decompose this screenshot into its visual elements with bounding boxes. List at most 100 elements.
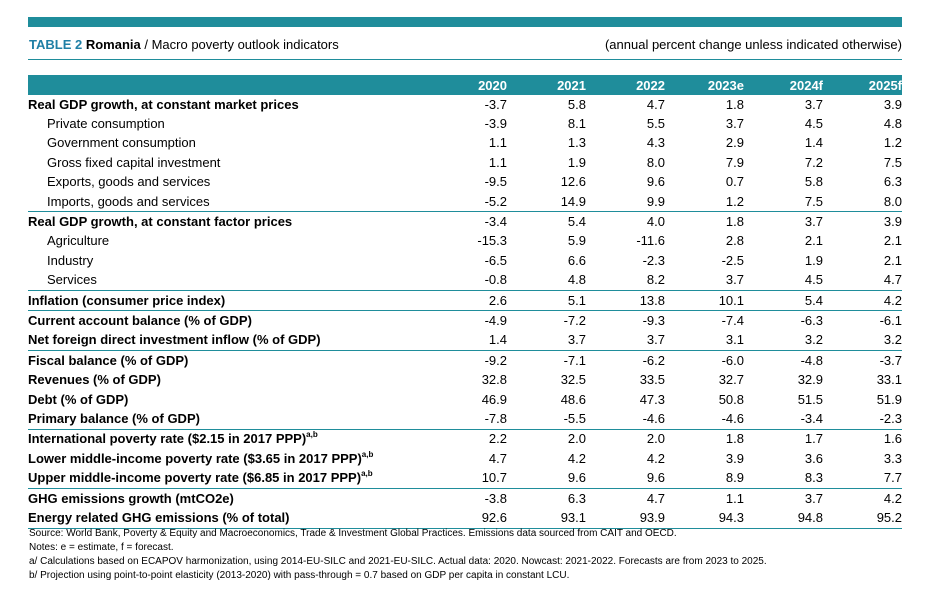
cell-value: 4.7 — [883, 272, 902, 288]
cell-value: 3.7 — [804, 96, 823, 112]
table-row: Energy related GHG emissions (% of total… — [28, 508, 902, 529]
cell-value: 2.1 — [883, 233, 902, 249]
cell-value: -3.7 — [484, 96, 507, 112]
table-row: Government consumption 1.1 1.3 4.3 2.9 1… — [28, 134, 902, 153]
cell-value: 5.1 — [507, 289, 586, 311]
cell-value: 4.3 — [646, 135, 665, 151]
cell-value: 4.5 — [804, 272, 823, 288]
cell-value: -5.2 — [484, 193, 507, 209]
cell-value: -6.2 — [586, 350, 665, 371]
cell-value: -7.4 — [665, 310, 744, 331]
cell-value: 7.2 — [804, 154, 823, 170]
cell-value: -6.3 — [744, 310, 823, 331]
cell-value: -4.9 — [432, 310, 507, 331]
cell-value: 4.8 — [567, 272, 586, 288]
cell-value: 32.8 — [481, 372, 507, 388]
cell-value: 1.3 — [567, 135, 586, 151]
header-cell-year: 2023e — [707, 77, 744, 93]
cell-value: -4.6 — [642, 410, 665, 426]
table-row: Exports, goods and services -9.5 12.6 9.… — [28, 173, 902, 192]
cell-value: 3.7 — [725, 272, 744, 288]
table-row: Private consumption -3.9 8.1 5.5 3.7 4.5… — [28, 114, 902, 133]
table-row: Industry -6.5 6.6 -2.3 -2.5 1.9 2.1 — [28, 251, 902, 270]
cell-value: 9.9 — [646, 193, 665, 209]
cell-value: 6.3 — [883, 174, 902, 190]
row-label: GHG emissions growth (mtCO2e) — [28, 487, 432, 509]
row-label: Net foreign direct investment inflow (% … — [28, 332, 321, 348]
cell-value: 4.2 — [646, 450, 665, 466]
cell-value: 94.3 — [665, 508, 744, 529]
country-name: Romania — [85, 37, 141, 52]
cell-value: 4.7 — [646, 96, 665, 112]
table-row: Imports, goods and services -5.2 14.9 9.… — [28, 192, 902, 212]
cell-value: 3.2 — [883, 332, 902, 348]
header-cell-year: 2020 — [478, 77, 507, 93]
row-label: Gross fixed capital investment — [47, 154, 221, 170]
cell-value: 1.9 — [567, 154, 586, 170]
cell-value: 94.8 — [744, 508, 823, 529]
cell-value: 32.9 — [797, 372, 823, 388]
cell-value: 1.4 — [804, 135, 823, 151]
cell-value: -3.7 — [823, 350, 902, 371]
header-cell-year: 2024f — [789, 77, 823, 93]
cell-value: 3.9 — [725, 450, 744, 466]
cell-value: 4.0 — [586, 211, 665, 232]
cell-value: -7.1 — [507, 350, 586, 371]
cell-value: 9.6 — [646, 174, 665, 190]
row-label: Energy related GHG emissions (% of total… — [28, 508, 432, 529]
row-label: Inflation (consumer price index) — [28, 289, 432, 311]
table-row: Revenues (% of GDP) 32.8 32.5 33.5 32.7 … — [28, 370, 902, 389]
row-label: Imports, goods and services — [47, 193, 210, 209]
cell-value: 1.4 — [488, 332, 507, 348]
cell-value: 2.9 — [725, 135, 744, 151]
cell-value: 0.7 — [725, 174, 744, 190]
cell-value: 51.5 — [797, 391, 823, 407]
cell-value: 1.7 — [744, 428, 823, 450]
table-row: Debt (% of GDP) 46.9 48.6 47.3 50.8 51.5… — [28, 390, 902, 409]
cell-value: 32.5 — [560, 372, 586, 388]
cell-value: 5.8 — [567, 96, 586, 112]
cell-value: 14.9 — [560, 193, 586, 209]
table-row: Agriculture -15.3 5.9 -11.6 2.8 2.1 2.1 — [28, 232, 902, 251]
table-row: Real GDP growth, at constant factor pric… — [28, 211, 902, 232]
cell-value: -3.4 — [432, 211, 507, 232]
cell-value: 8.1 — [567, 116, 586, 132]
row-label: Services — [47, 272, 97, 288]
cell-value: 93.9 — [586, 508, 665, 529]
cell-value: -3.4 — [800, 410, 823, 426]
cell-value: 1.8 — [725, 96, 744, 112]
cell-value: 1.8 — [665, 211, 744, 232]
footnote-b: b/ Projection using point-to-point elast… — [29, 570, 570, 581]
cell-value: 3.7 — [725, 116, 744, 132]
table-caption: TABLE 2 Romania / Macro poverty outlook … — [29, 37, 902, 55]
row-label: Agriculture — [47, 233, 110, 249]
cell-value: 47.3 — [639, 391, 665, 407]
row-label-text: International poverty rate ($2.15 in 201… — [28, 431, 307, 447]
cell-value: -5.5 — [563, 410, 586, 426]
caption-rule — [28, 59, 902, 60]
cell-value: 51.9 — [876, 391, 902, 407]
cell-value: -7.2 — [507, 310, 586, 331]
cell-value: 32.7 — [718, 372, 744, 388]
cell-value: -6.1 — [823, 310, 902, 331]
row-label: Debt (% of GDP) — [28, 391, 129, 407]
header-cell-year: 2025f — [868, 77, 902, 93]
cell-value: 92.6 — [432, 508, 507, 529]
table-row: International poverty rate ($2.15 in 201… — [28, 428, 902, 450]
cell-value: 8.0 — [646, 154, 665, 170]
indicators-table: 2020 2021 2022 2023e 2024f 2025f Real GD… — [28, 75, 902, 529]
cell-value: 7.9 — [725, 154, 744, 170]
table-subtitle: Macro poverty outlook indicators — [151, 37, 339, 52]
cell-value: 8.3 — [804, 470, 823, 486]
cell-value: 4.5 — [804, 116, 823, 132]
cell-value: 1.1 — [488, 135, 507, 151]
cell-value: 2.0 — [586, 428, 665, 450]
footnote-marker: a,b — [361, 469, 373, 479]
row-label: Fiscal balance (% of GDP) — [28, 350, 432, 371]
cell-value: 4.7 — [488, 450, 507, 466]
row-label: International poverty rate ($2.15 in 201… — [28, 428, 432, 450]
table-row: Primary balance (% of GDP) -7.8 -5.5 -4.… — [28, 409, 902, 429]
cell-value: -3.8 — [432, 487, 507, 509]
cell-value: 7.5 — [883, 154, 902, 170]
table-row: Gross fixed capital investment 1.1 1.9 8… — [28, 153, 902, 172]
